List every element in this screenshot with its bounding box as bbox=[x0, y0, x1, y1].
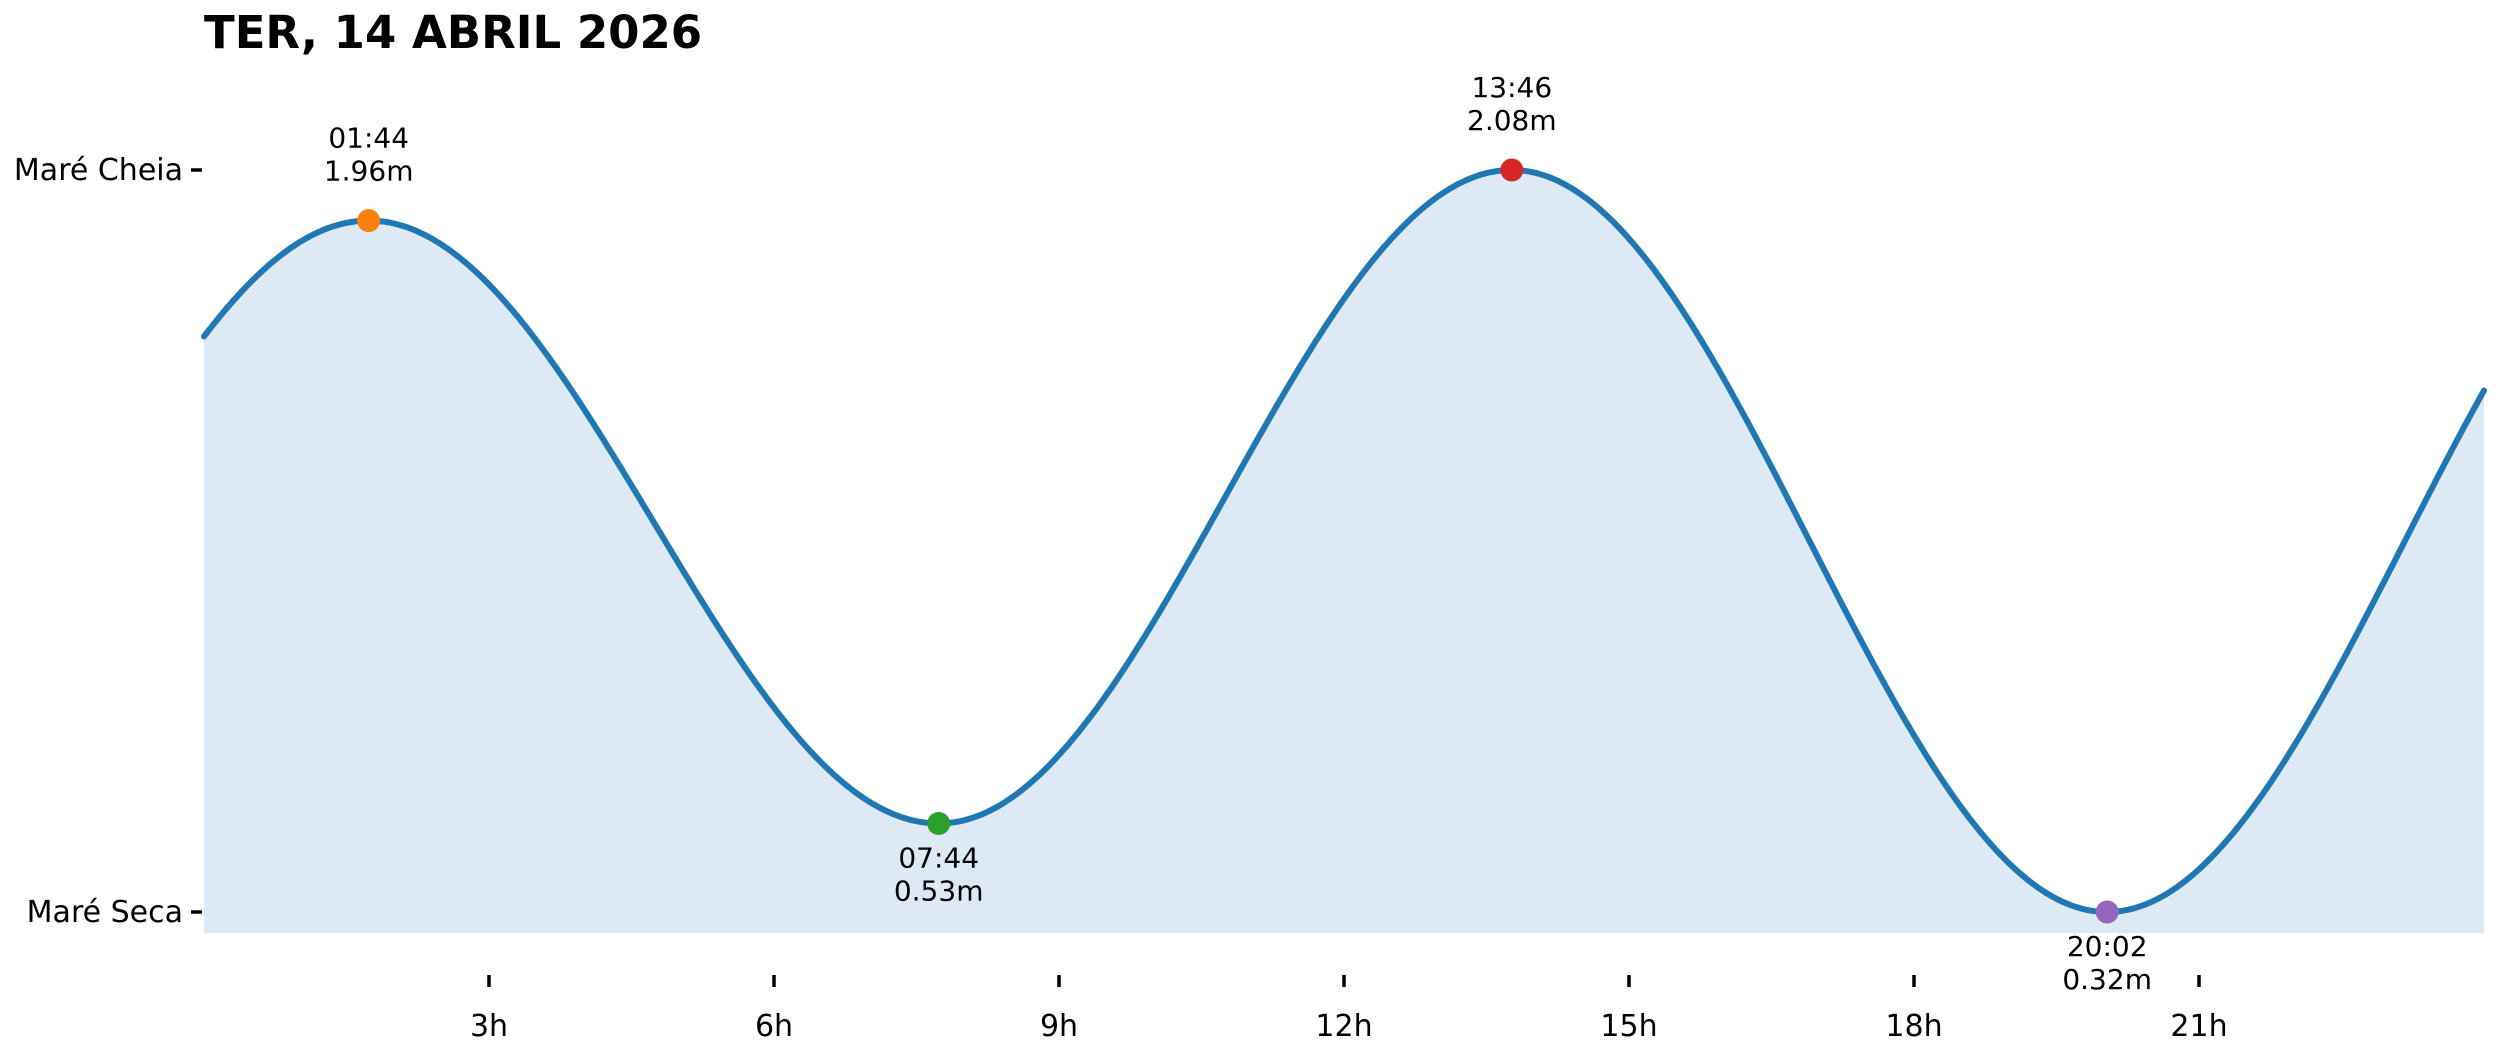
chart-title: TER, 14 ABRIL 2026 bbox=[204, 6, 702, 59]
y-axis-tick-label: Maré Cheia bbox=[14, 153, 183, 188]
y-axis-tick-label: Maré Seca bbox=[27, 895, 183, 930]
tide-event-dot bbox=[927, 811, 951, 835]
x-axis-tick-label: 18h bbox=[1885, 1009, 1942, 1044]
tide-area-fill bbox=[204, 170, 2484, 933]
tide-event-height-label: 0.32m bbox=[2062, 963, 2152, 996]
tide-event-time-label: 07:44 bbox=[898, 841, 979, 874]
tide-event-time-label: 13:46 bbox=[1471, 71, 1552, 104]
tide-area-layer bbox=[204, 170, 2484, 933]
tide-event-height-label: 0.53m bbox=[894, 874, 984, 907]
tide-event-high: 13:462.08m bbox=[1467, 71, 1557, 182]
x-axis-tick-label: 21h bbox=[2170, 1009, 2227, 1044]
x-axis-tick-label: 3h bbox=[470, 1009, 508, 1044]
x-axis-tick-label: 9h bbox=[1040, 1009, 1078, 1044]
axis-ticks-layer bbox=[191, 168, 2201, 987]
axis-labels-layer: 3h 6h 9h 12h 15h 18h 21h Maré Cheia Maré Seca bbox=[14, 153, 2228, 1044]
tide-event-low: 20:020.32m bbox=[2062, 900, 2152, 996]
tide-event-low: 07:440.53m bbox=[894, 811, 984, 907]
tide-events-layer: 01:441.96m 07:440.53m 13:462.08m 20:020.32m bbox=[324, 71, 2152, 996]
x-axis-tick-label: 12h bbox=[1315, 1009, 1372, 1044]
tide-event-height-label: 2.08m bbox=[1467, 104, 1557, 137]
x-axis-tick-label: 15h bbox=[1600, 1009, 1657, 1044]
tide-event-height-label: 1.96m bbox=[324, 155, 414, 188]
tide-event-dot bbox=[1500, 158, 1524, 182]
tide-event-high: 01:441.96m bbox=[324, 122, 414, 233]
x-axis-tick-label: 6h bbox=[755, 1009, 793, 1044]
tide-event-time-label: 01:44 bbox=[328, 122, 409, 155]
tide-event-dot bbox=[357, 209, 381, 233]
tide-event-time-label: 20:02 bbox=[2067, 930, 2148, 963]
tide-event-dot bbox=[2095, 900, 2119, 924]
